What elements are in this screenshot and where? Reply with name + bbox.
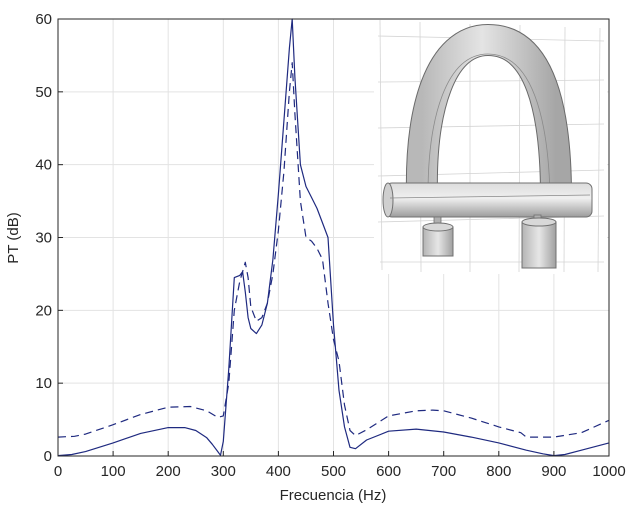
x-axis-label: Frecuencia (Hz) bbox=[280, 487, 387, 504]
y-tick-label: 60 bbox=[35, 11, 52, 28]
plot-lines bbox=[57, 18, 610, 457]
x-tick-label: 900 bbox=[541, 463, 566, 480]
y-tick-label: 40 bbox=[35, 157, 52, 174]
inset-3d-model-image bbox=[374, 19, 607, 274]
x-tick-label: 200 bbox=[156, 463, 181, 480]
y-tick-label: 20 bbox=[35, 302, 52, 319]
y-tick-label: 10 bbox=[35, 375, 52, 392]
y-axis-ticks: 0 10 20 30 40 50 60 bbox=[35, 11, 63, 465]
series-line-dashed bbox=[57, 62, 610, 438]
x-tick-label: 800 bbox=[486, 463, 511, 480]
y-tick-label: 0 bbox=[44, 448, 52, 465]
y-tick-label: 50 bbox=[35, 84, 52, 101]
x-tick-label: 600 bbox=[376, 463, 401, 480]
y-tick-label: 30 bbox=[35, 230, 52, 247]
x-axis-ticks: 0 100 200 300 400 500 600 700 800 900 1000 bbox=[54, 451, 626, 480]
series-line-solid bbox=[57, 18, 610, 457]
x-tick-label: 0 bbox=[54, 463, 62, 480]
x-tick-label: 1000 bbox=[592, 463, 625, 480]
x-tick-label: 300 bbox=[211, 463, 236, 480]
x-tick-label: 500 bbox=[321, 463, 346, 480]
x-tick-label: 700 bbox=[431, 463, 456, 480]
y-axis-label: PT (dB) bbox=[5, 212, 22, 263]
x-tick-label: 100 bbox=[101, 463, 126, 480]
x-tick-label: 400 bbox=[266, 463, 291, 480]
